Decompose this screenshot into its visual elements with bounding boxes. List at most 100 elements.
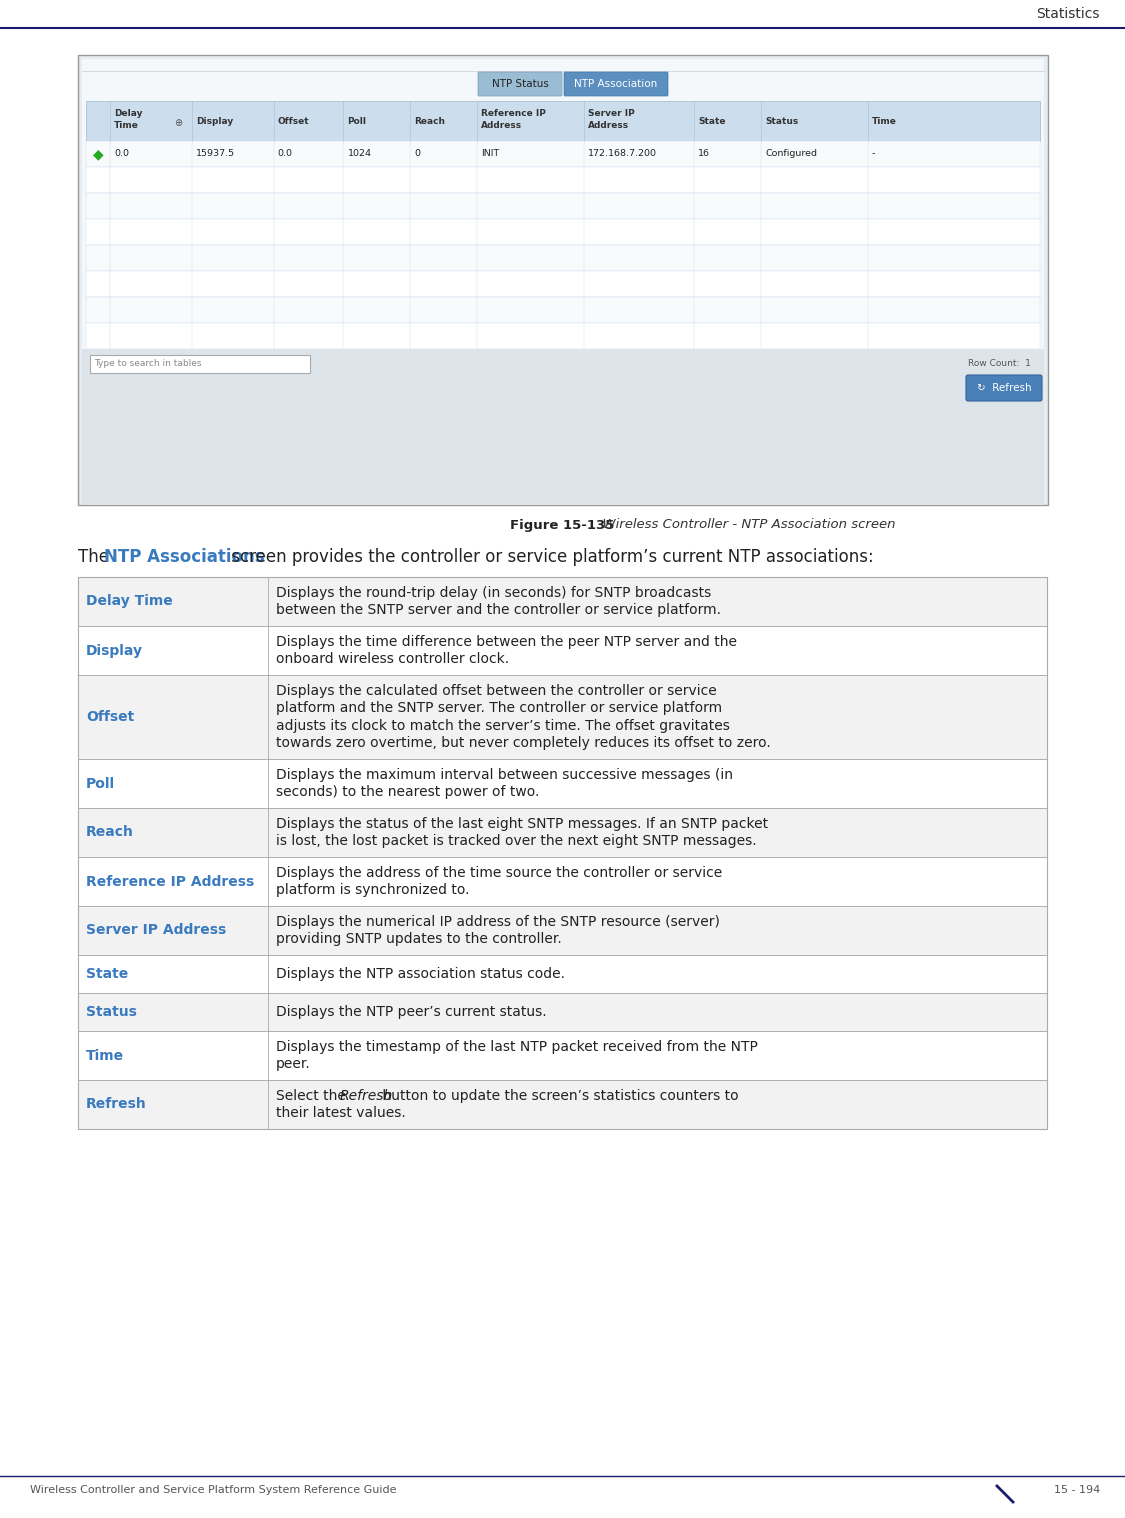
- Bar: [82, 349, 1044, 505]
- Text: Displays the round-trip delay (in seconds) for SNTP broadcasts: Displays the round-trip delay (in second…: [276, 586, 711, 600]
- Text: Row Count:  1: Row Count: 1: [968, 360, 1030, 369]
- Text: ◆: ◆: [92, 147, 104, 161]
- Text: Configured: Configured: [765, 149, 817, 158]
- Text: Reference IP Address: Reference IP Address: [86, 874, 254, 888]
- Text: -: -: [872, 149, 875, 158]
- Text: button to update the screen’s statistics counters to: button to update the screen’s statistics…: [378, 1088, 739, 1102]
- Text: Type to search in tables: Type to search in tables: [94, 360, 201, 369]
- Text: Displays the time difference between the peer NTP server and the: Displays the time difference between the…: [276, 635, 737, 648]
- Text: The: The: [78, 548, 115, 566]
- Text: Select the: Select the: [276, 1088, 350, 1102]
- Text: 0.0: 0.0: [114, 149, 129, 158]
- Text: Reference IP: Reference IP: [482, 109, 547, 118]
- Text: NTP Status: NTP Status: [492, 79, 549, 90]
- Text: Displays the calculated offset between the controller or service: Displays the calculated offset between t…: [276, 683, 717, 698]
- Text: towards zero overtime, but never completely reduces its offset to zero.: towards zero overtime, but never complet…: [276, 736, 771, 750]
- Text: ↻  Refresh: ↻ Refresh: [976, 383, 1032, 393]
- Bar: [78, 55, 1048, 505]
- Bar: [78, 1031, 1047, 1079]
- Bar: [90, 355, 310, 373]
- Bar: [78, 577, 1047, 1129]
- Text: Wireless Controller and Service Platform System Reference Guide: Wireless Controller and Service Platform…: [30, 1485, 396, 1495]
- Text: adjusts its clock to match the server’s time. The offset gravitates: adjusts its clock to match the server’s …: [276, 718, 730, 733]
- Text: Display: Display: [86, 644, 143, 657]
- Text: Displays the maximum interval between successive messages (in: Displays the maximum interval between su…: [276, 768, 734, 782]
- Text: Displays the address of the time source the controller or service: Displays the address of the time source …: [276, 865, 722, 880]
- Text: 0.0: 0.0: [278, 149, 292, 158]
- Bar: [78, 625, 1047, 676]
- Bar: [78, 577, 1047, 625]
- Text: Time: Time: [114, 121, 138, 131]
- Bar: [78, 955, 1047, 993]
- Text: State: State: [698, 117, 726, 126]
- Text: Time: Time: [872, 117, 897, 126]
- Text: 172.168.7.200: 172.168.7.200: [588, 149, 657, 158]
- Text: Address: Address: [588, 121, 629, 131]
- Text: 15937.5: 15937.5: [196, 149, 235, 158]
- Bar: [78, 858, 1047, 906]
- Text: peer.: peer.: [276, 1057, 310, 1072]
- Text: Delay Time: Delay Time: [86, 595, 173, 609]
- Text: Displays the timestamp of the last NTP packet received from the NTP: Displays the timestamp of the last NTP p…: [276, 1040, 758, 1053]
- Text: 15 - 194: 15 - 194: [1054, 1485, 1100, 1495]
- Text: Delay: Delay: [114, 109, 143, 118]
- Text: Reach: Reach: [86, 826, 134, 839]
- Text: seconds) to the nearest power of two.: seconds) to the nearest power of two.: [276, 785, 539, 800]
- Bar: [86, 167, 1040, 193]
- Text: platform and the SNTP server. The controller or service platform: platform and the SNTP server. The contro…: [276, 701, 722, 715]
- Text: Status: Status: [86, 1005, 137, 1019]
- Text: platform is synchronized to.: platform is synchronized to.: [276, 883, 469, 897]
- Bar: [86, 244, 1040, 272]
- Text: between the SNTP server and the controller or service platform.: between the SNTP server and the controll…: [276, 603, 721, 618]
- Text: 1024: 1024: [348, 149, 371, 158]
- Text: Offset: Offset: [278, 117, 309, 126]
- FancyBboxPatch shape: [478, 71, 562, 96]
- Text: 16: 16: [698, 149, 710, 158]
- FancyBboxPatch shape: [966, 375, 1042, 401]
- Bar: [78, 993, 1047, 1031]
- Text: Server IP: Server IP: [588, 109, 634, 118]
- Bar: [86, 219, 1040, 244]
- Text: Refresh: Refresh: [340, 1088, 393, 1102]
- Text: Server IP Address: Server IP Address: [86, 923, 226, 938]
- Bar: [86, 323, 1040, 349]
- Text: Poll: Poll: [86, 777, 115, 791]
- Text: NTP Association: NTP Association: [575, 79, 658, 90]
- Bar: [78, 676, 1047, 759]
- Text: Status: Status: [765, 117, 799, 126]
- Bar: [86, 193, 1040, 219]
- Bar: [78, 1079, 1047, 1129]
- Text: Reach: Reach: [414, 117, 446, 126]
- Text: Figure 15-135: Figure 15-135: [511, 519, 614, 531]
- Text: Wireless Controller - NTP Association screen: Wireless Controller - NTP Association sc…: [594, 519, 896, 531]
- Text: Displays the NTP peer’s current status.: Displays the NTP peer’s current status.: [276, 1005, 547, 1019]
- Bar: [82, 59, 1044, 501]
- Text: Displays the NTP association status code.: Displays the NTP association status code…: [276, 967, 565, 981]
- Text: NTP Associations: NTP Associations: [104, 548, 264, 566]
- Text: Time: Time: [86, 1049, 124, 1063]
- Text: Displays the numerical IP address of the SNTP resource (server): Displays the numerical IP address of the…: [276, 915, 720, 929]
- Text: Address: Address: [482, 121, 522, 131]
- Bar: [86, 298, 1040, 323]
- Text: onboard wireless controller clock.: onboard wireless controller clock.: [276, 653, 510, 666]
- Bar: [78, 808, 1047, 858]
- Text: providing SNTP updates to the controller.: providing SNTP updates to the controller…: [276, 932, 561, 946]
- Bar: [86, 102, 1040, 141]
- Bar: [78, 759, 1047, 808]
- Bar: [86, 141, 1040, 167]
- Text: INIT: INIT: [482, 149, 500, 158]
- Text: State: State: [86, 967, 128, 981]
- Text: Display: Display: [196, 117, 233, 126]
- Text: their latest values.: their latest values.: [276, 1107, 406, 1120]
- Text: Displays the status of the last eight SNTP messages. If an SNTP packet: Displays the status of the last eight SN…: [276, 817, 768, 830]
- Text: Offset: Offset: [86, 710, 134, 724]
- Text: is lost, the lost packet is tracked over the next eight SNTP messages.: is lost, the lost packet is tracked over…: [276, 835, 757, 849]
- Bar: [86, 272, 1040, 298]
- Text: Statistics: Statistics: [1036, 8, 1100, 21]
- Text: ⊕: ⊕: [173, 118, 182, 128]
- Text: screen provides the controller or service platform’s current NTP associations:: screen provides the controller or servic…: [226, 548, 874, 566]
- Text: Poll: Poll: [348, 117, 367, 126]
- Bar: [78, 906, 1047, 955]
- FancyBboxPatch shape: [564, 71, 668, 96]
- Text: Refresh: Refresh: [86, 1098, 146, 1111]
